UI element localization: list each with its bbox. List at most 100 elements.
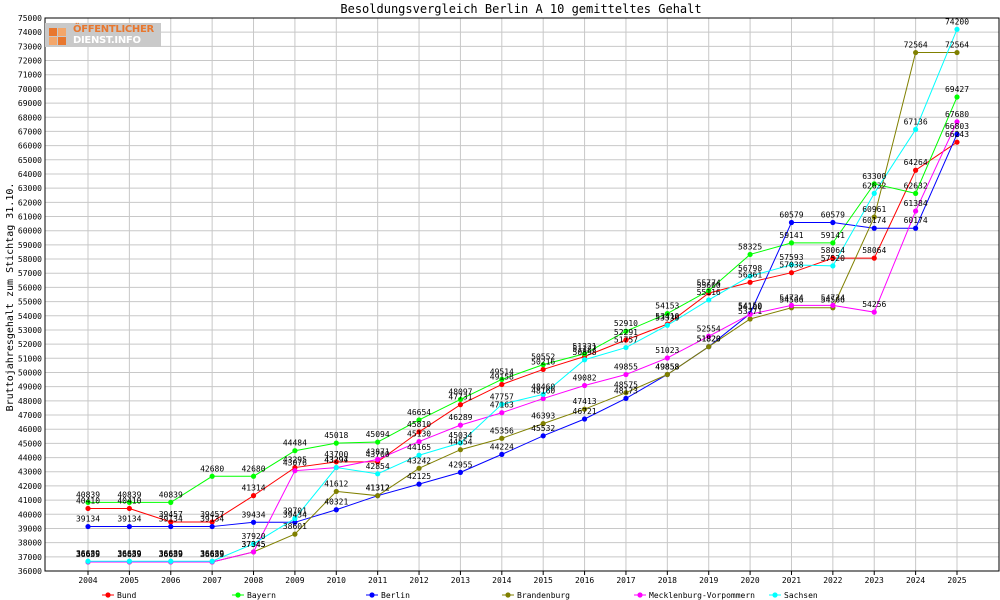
data-point	[333, 507, 339, 513]
data-label: 56361	[738, 270, 762, 279]
data-label: 40410	[117, 496, 141, 505]
y-tick-label: 64000	[18, 170, 42, 179]
y-tick-label: 71000	[18, 71, 42, 80]
data-label: 54100	[738, 302, 762, 311]
x-tick-label: 2020	[740, 576, 759, 585]
x-tick-label: 2004	[78, 576, 97, 585]
logo-line2: DIENST.INFO	[73, 35, 141, 46]
data-point	[209, 473, 215, 479]
data-label: 54153	[655, 302, 679, 311]
data-label: 36639	[117, 550, 141, 559]
data-label: 57593	[779, 253, 803, 262]
y-tick-label: 49000	[18, 383, 42, 392]
legend-label: Brandenburg	[517, 591, 570, 600]
y-tick-label: 55000	[18, 298, 42, 307]
data-label: 43700	[324, 450, 348, 459]
x-tick-label: 2013	[451, 576, 470, 585]
data-label: 36639	[117, 550, 141, 559]
data-point	[871, 190, 877, 196]
legend-label: Berlin	[381, 591, 410, 600]
data-label: 50216	[531, 357, 555, 366]
data-point	[913, 208, 919, 214]
data-point	[664, 322, 670, 328]
data-point	[85, 499, 91, 505]
data-point	[623, 328, 629, 334]
data-label: 69427	[945, 85, 969, 94]
data-point	[375, 439, 381, 445]
x-tick-label: 2023	[865, 576, 884, 585]
data-label: 72564	[945, 41, 969, 50]
data-point	[954, 94, 960, 100]
data-label: 55600	[697, 281, 721, 290]
data-label: 44224	[490, 442, 514, 451]
x-tick-label: 2024	[906, 576, 925, 585]
data-point	[250, 519, 257, 525]
data-label: 47413	[573, 397, 597, 406]
data-label: 55116	[697, 288, 721, 297]
data-label: 43294	[324, 456, 348, 465]
data-label: 50898	[573, 348, 597, 357]
data-point	[706, 333, 712, 339]
data-label: 54256	[862, 300, 886, 309]
data-point	[250, 493, 257, 499]
data-point	[830, 302, 836, 308]
legend: Bund Bayern Berlin Brandenburg Mecklenburg-V…	[102, 591, 818, 600]
y-tick-label: 68000	[18, 113, 42, 122]
data-point	[375, 493, 381, 499]
data-label: 54150	[738, 302, 762, 311]
data-point	[706, 288, 712, 294]
data-point	[830, 263, 836, 269]
data-label: 39434	[241, 510, 265, 519]
data-label: 46393	[531, 412, 555, 421]
data-label: 42854	[366, 462, 390, 471]
data-label: 46654	[407, 408, 431, 417]
data-label: 41612	[324, 479, 348, 488]
data-point	[540, 366, 546, 373]
x-tick-label: 2005	[120, 576, 139, 585]
data-point	[623, 371, 629, 378]
data-point	[457, 396, 464, 403]
data-point	[954, 49, 960, 56]
y-tick-label: 69000	[18, 99, 42, 108]
y-tick-label: 56000	[18, 283, 42, 292]
y-tick-label: 40000	[18, 510, 42, 519]
y-tick-label: 65000	[18, 156, 42, 165]
y-tick-label: 41000	[18, 496, 42, 505]
legend-marker	[637, 592, 643, 598]
data-point	[581, 416, 588, 422]
data-label: 44484	[283, 439, 307, 448]
x-tick-label: 2019	[699, 576, 718, 585]
data-point	[499, 401, 505, 407]
data-point	[830, 255, 836, 261]
data-point	[416, 417, 422, 423]
x-tick-label: 2016	[575, 576, 594, 585]
data-point	[209, 523, 215, 530]
data-label: 43700	[366, 450, 390, 459]
data-label: 43871	[366, 447, 390, 456]
data-point	[499, 376, 505, 382]
data-label: 46289	[448, 413, 472, 422]
data-point	[954, 119, 960, 125]
data-label: 36689	[200, 549, 224, 558]
data-label: 44165	[407, 443, 431, 452]
data-point	[830, 219, 836, 226]
data-point	[581, 351, 588, 357]
legend-label: Sachsen	[784, 591, 818, 600]
data-point	[499, 435, 505, 441]
data-label: 67680	[945, 110, 969, 119]
data-point	[747, 251, 753, 258]
data-point	[664, 355, 670, 361]
data-point	[954, 131, 960, 137]
data-label: 43295	[283, 456, 307, 465]
data-label: 44554	[448, 438, 472, 447]
data-point	[871, 309, 877, 315]
series-line-4	[88, 121, 958, 563]
legend-label: Bayern	[247, 591, 276, 600]
data-label: 61384	[904, 199, 928, 208]
data-label: 36639	[76, 550, 100, 559]
logo-icon	[47, 24, 69, 46]
data-label: 62632	[862, 181, 886, 190]
data-point	[168, 523, 174, 530]
x-tick-label: 2022	[823, 576, 842, 585]
data-point	[85, 505, 91, 512]
